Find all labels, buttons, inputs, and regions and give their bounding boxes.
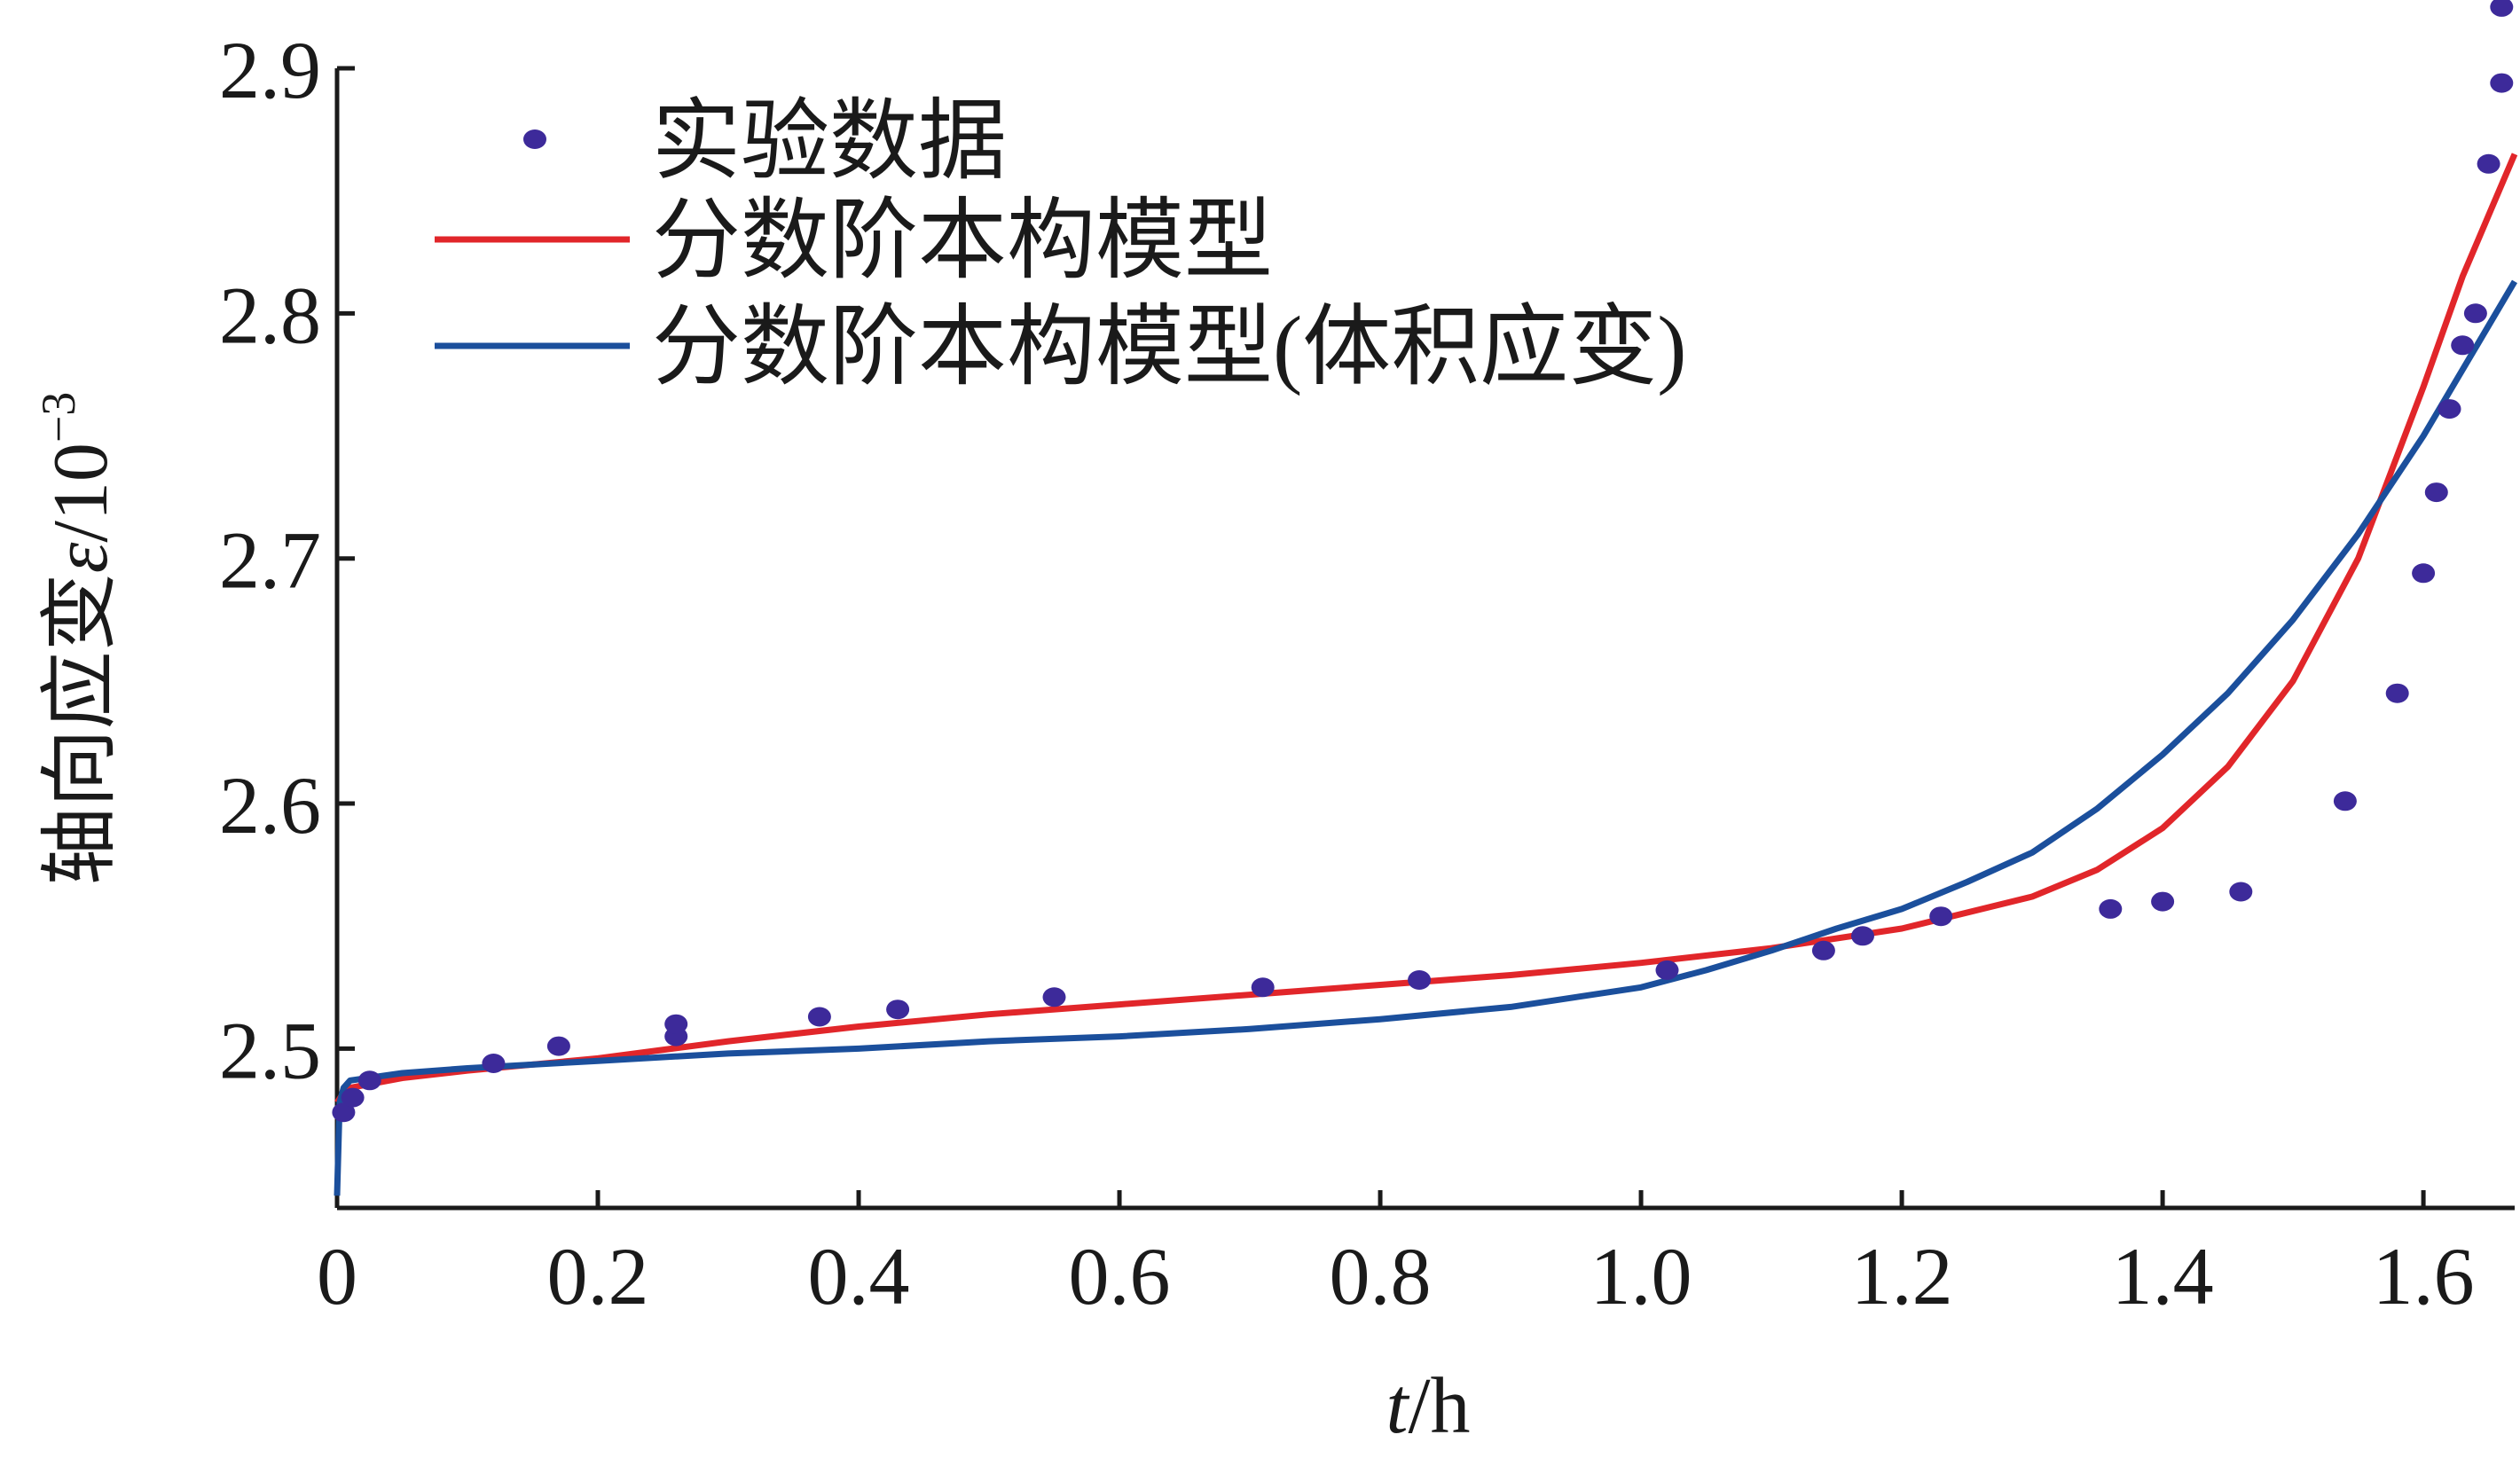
y-ticks: 2.5 2.6 2.7 2.8 2.9 [219, 25, 355, 1095]
data-point [2424, 482, 2448, 503]
data-point [2477, 153, 2500, 174]
data-point [2099, 898, 2123, 919]
data-point [2490, 0, 2514, 17]
data-point [2451, 335, 2475, 356]
y-tick-label: 2.7 [219, 515, 321, 606]
data-point [1811, 940, 1835, 960]
data-point [357, 1070, 381, 1091]
x-tick-label: 1.6 [2373, 1231, 2475, 1321]
legend-marker-experiment [523, 129, 546, 149]
data-point [886, 1000, 910, 1020]
x-ticks: 0 0.2 0.4 0.6 0.8 1.0 1.2 1.4 1.6 [317, 1190, 2475, 1321]
data-point [1042, 987, 1066, 1007]
series-line-2 [334, 279, 2518, 1196]
data-point [2385, 683, 2409, 703]
data-point [1655, 960, 1679, 980]
data-point [2229, 882, 2253, 902]
y-tick-label: 2.9 [219, 25, 321, 115]
series-line-1 [334, 153, 2518, 1105]
x-tick-label: 1.0 [1590, 1231, 1692, 1321]
y-tick-label: 2.6 [219, 760, 321, 851]
legend-item-fractional-model: 分数阶本构模型 [435, 192, 1273, 290]
legend-label-fractional-model: 分数阶本构模型 [652, 192, 1273, 290]
data-point [2438, 399, 2461, 419]
x-axis-title: t/h [1386, 1362, 1470, 1450]
data-point [1851, 926, 1874, 946]
legend-label-fractional-model-volumetric: 分数阶本构模型(体积应变) [652, 298, 1687, 396]
legend-label-experiment: 实验数据 [652, 92, 1007, 191]
data-point [1408, 970, 1432, 990]
series-layer [332, 0, 2518, 1196]
data-point [664, 1014, 688, 1034]
y-tick-label: 2.8 [219, 270, 321, 360]
data-point [1929, 906, 1953, 927]
y-tick-label: 2.5 [219, 1005, 321, 1095]
data-point [807, 1007, 831, 1027]
data-point [2333, 791, 2357, 811]
x-tick-label: 1.4 [2112, 1231, 2214, 1321]
legend-item-experiment: 实验数据 [523, 92, 1007, 191]
legend: 实验数据 分数阶本构模型 分数阶本构模型(体积应变) [435, 92, 1687, 396]
x-tick-label: 0.8 [1330, 1231, 1432, 1321]
x-tick-label: 1.2 [1851, 1231, 1953, 1321]
y-axis-title: 轴向应变ε/10−3 [32, 392, 124, 886]
data-point [2412, 563, 2436, 584]
x-tick-label: 0.4 [808, 1231, 910, 1321]
data-point [482, 1054, 506, 1073]
data-point [1251, 977, 1275, 998]
legend-item-fractional-model-volumetric: 分数阶本构模型(体积应变) [435, 298, 1687, 396]
data-point [546, 1036, 570, 1056]
x-tick-label: 0.6 [1069, 1231, 1171, 1321]
x-tick-label: 0 [317, 1231, 357, 1321]
data-point [2463, 303, 2487, 324]
x-tick-label: 0.2 [547, 1231, 649, 1321]
data-point [332, 1102, 356, 1123]
data-point [2490, 73, 2514, 93]
data-point [2151, 891, 2175, 912]
data-point [341, 1087, 365, 1108]
